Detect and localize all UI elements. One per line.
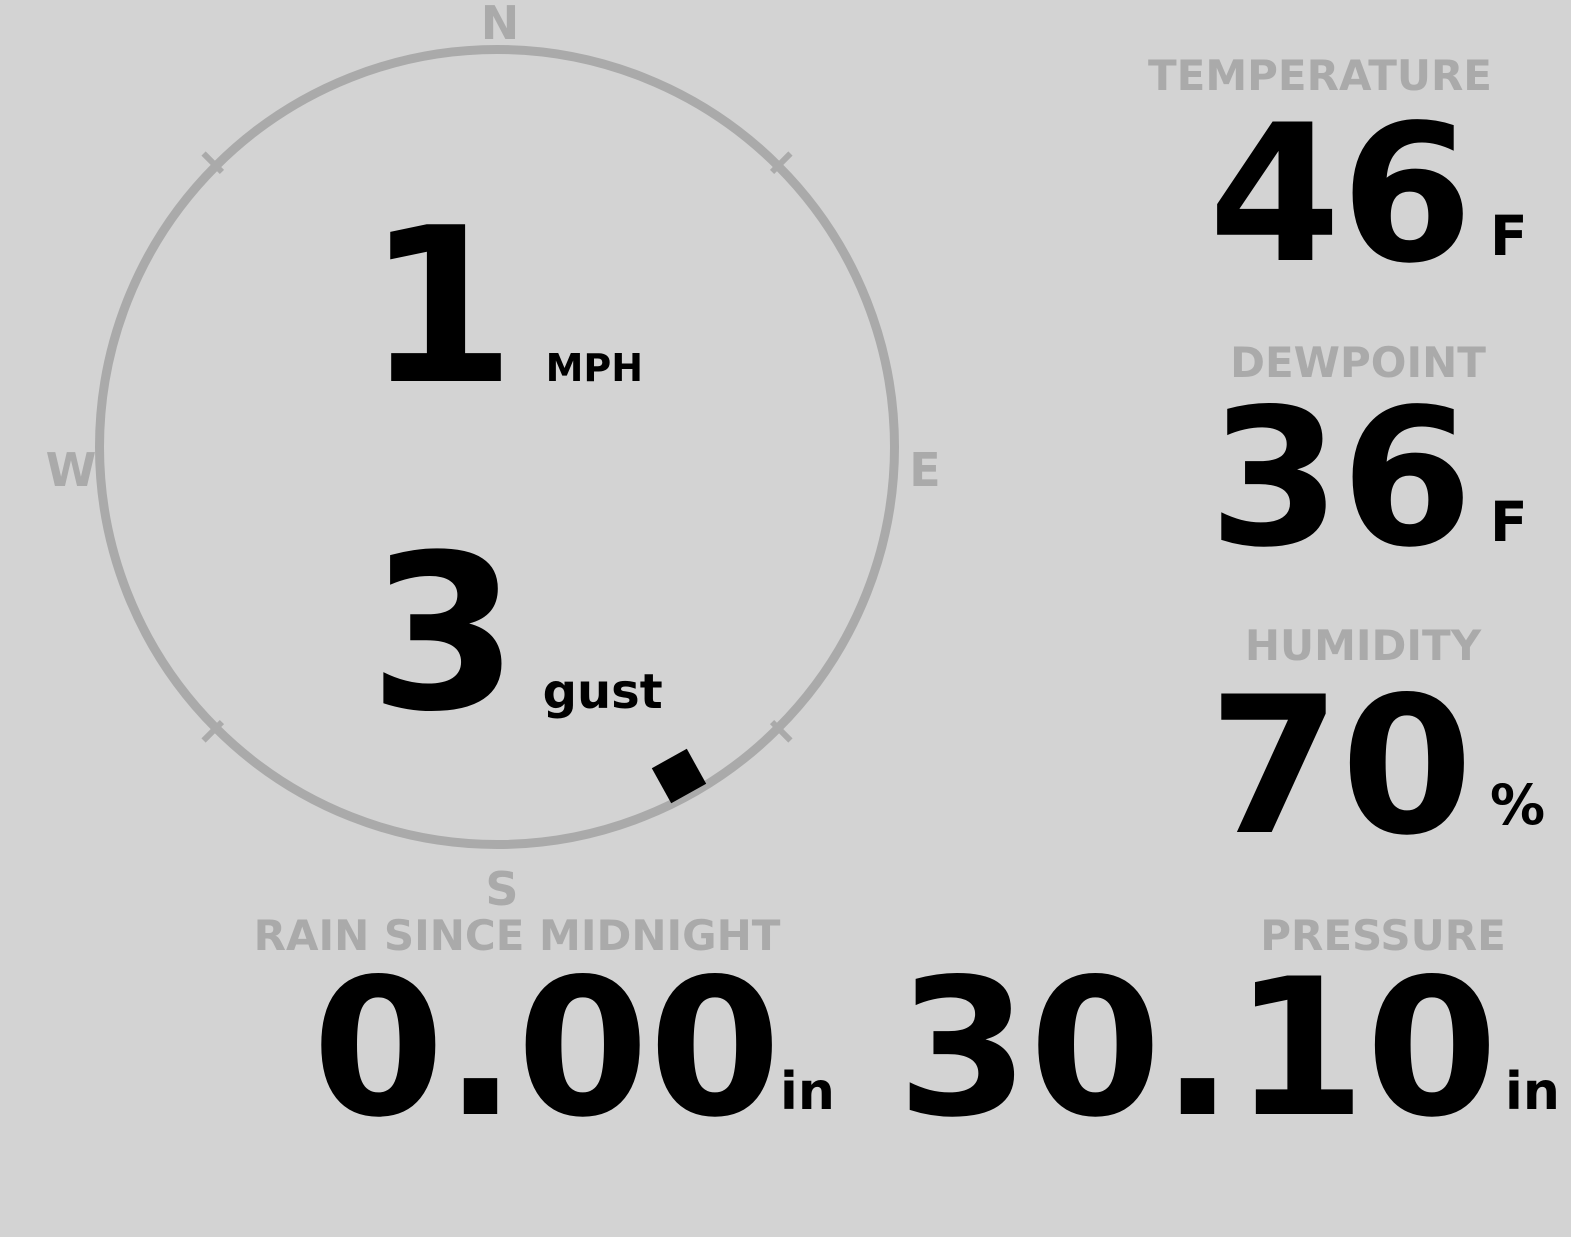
pressure-unit: in xyxy=(1505,1062,1560,1122)
wind-speed-value: 1 xyxy=(366,181,516,432)
pressure-label: PRESSURE xyxy=(1260,911,1506,960)
compass-circle xyxy=(95,45,899,849)
temperature-unit: F xyxy=(1490,204,1528,268)
wind-speed-unit: MPH xyxy=(545,346,644,390)
wind-gust-unit: gust xyxy=(542,664,663,720)
rain-value: 0.00 xyxy=(312,938,781,1159)
dewpoint-label: DEWPOINT xyxy=(1230,338,1486,387)
wind-gust-value: 3 xyxy=(369,508,519,759)
wind-speed: 1 MPH xyxy=(366,199,643,414)
dewpoint-unit: F xyxy=(1490,490,1528,554)
dewpoint-value: 36 xyxy=(1208,368,1473,589)
humidity-unit: % xyxy=(1490,773,1546,837)
humidity-label: HUMIDITY xyxy=(1244,621,1482,670)
rain-label: RAIN SINCE MIDNIGHT xyxy=(253,911,781,960)
pressure-value: 30.10 xyxy=(897,938,1498,1159)
compass-letter-north: N xyxy=(480,0,520,50)
compass-letter-east: E xyxy=(909,443,941,497)
compass-letter-south: S xyxy=(485,862,519,916)
wind-gust: 3 gust xyxy=(369,526,663,741)
humidity-value: 70 xyxy=(1208,656,1473,877)
temperature-label: TEMPERATURE xyxy=(1148,51,1492,100)
rain-unit: in xyxy=(780,1062,835,1122)
compass-letter-west: W xyxy=(45,443,97,497)
temperature-value: 46 xyxy=(1208,84,1473,305)
